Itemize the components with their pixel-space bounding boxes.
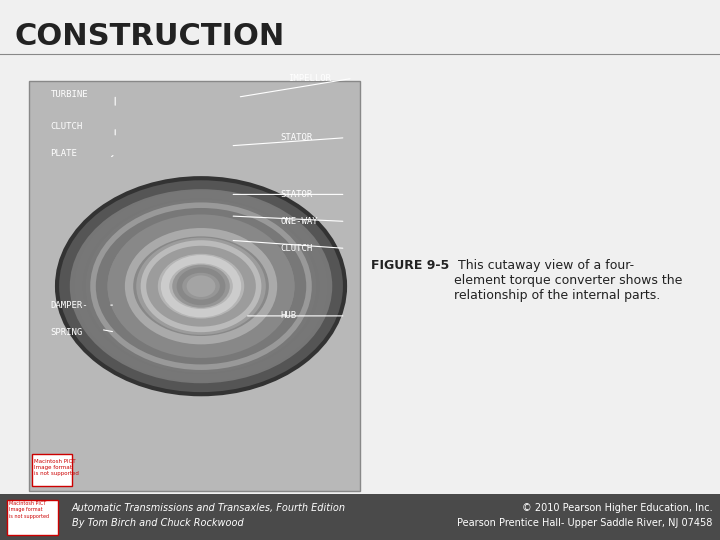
Circle shape: [158, 254, 244, 319]
Circle shape: [172, 265, 230, 308]
Circle shape: [186, 275, 215, 297]
Text: STATOR: STATOR: [281, 133, 313, 142]
Circle shape: [86, 200, 316, 373]
Circle shape: [57, 178, 345, 394]
Text: By Tom Birch and Chuck Rockwood: By Tom Birch and Chuck Rockwood: [72, 518, 244, 529]
Text: HUB: HUB: [281, 312, 297, 320]
Circle shape: [107, 216, 294, 356]
Text: PLATE: PLATE: [50, 150, 77, 158]
Text: © 2010 Pearson Higher Education, Inc.: © 2010 Pearson Higher Education, Inc.: [522, 503, 713, 514]
Text: CLUTCH: CLUTCH: [281, 244, 313, 253]
Text: TURBINE: TURBINE: [50, 90, 88, 99]
FancyBboxPatch shape: [7, 500, 58, 535]
Text: CONSTRUCTION: CONSTRUCTION: [14, 22, 284, 51]
Text: Macintosh PICT
Image format
is not supported: Macintosh PICT Image format is not suppo…: [34, 459, 78, 476]
Text: This cutaway view of a four-
element torque converter shows the
relationship of : This cutaway view of a four- element tor…: [454, 259, 682, 302]
Text: Pearson Prentice Hall- Upper Saddle River, NJ 07458: Pearson Prentice Hall- Upper Saddle Rive…: [457, 518, 713, 529]
Text: STATOR: STATOR: [281, 190, 313, 199]
FancyBboxPatch shape: [0, 494, 720, 540]
Text: Automatic Transmissions and Transaxles, Fourth Edition: Automatic Transmissions and Transaxles, …: [72, 503, 346, 514]
Circle shape: [136, 238, 266, 335]
FancyBboxPatch shape: [29, 81, 360, 491]
Text: IMPELLOR: IMPELLOR: [288, 74, 331, 83]
Text: FIGURE 9-5: FIGURE 9-5: [371, 259, 449, 272]
FancyBboxPatch shape: [32, 454, 72, 486]
Text: Macintosh PICT
Image format
is not supported: Macintosh PICT Image format is not suppo…: [9, 501, 49, 518]
Text: CLUTCH: CLUTCH: [50, 123, 83, 131]
Text: DAMPER-: DAMPER-: [50, 301, 88, 309]
Text: ONE-WAY: ONE-WAY: [281, 217, 318, 226]
Text: SPRING: SPRING: [50, 328, 83, 336]
